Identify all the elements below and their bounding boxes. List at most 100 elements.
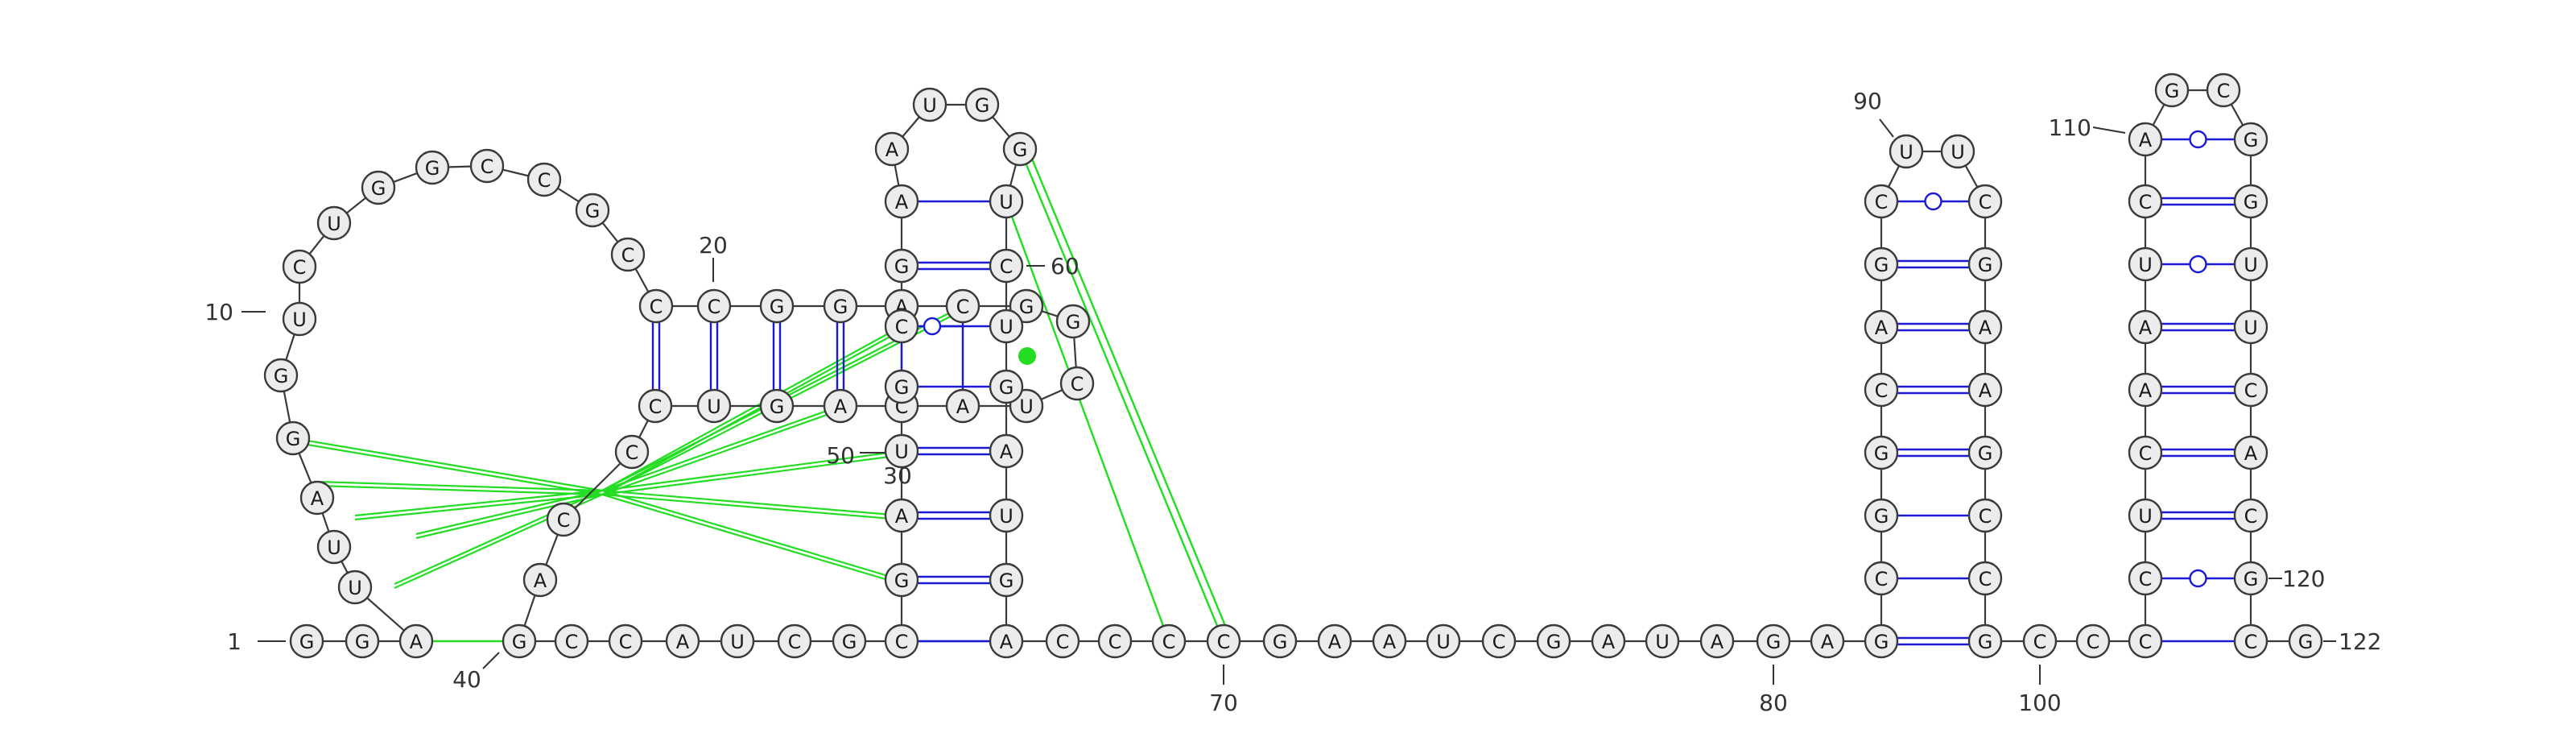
svg-text:C: C <box>1217 631 1231 653</box>
svg-text:C: C <box>895 631 909 653</box>
nucleotide: G <box>1002 131 1038 167</box>
nucleotide: A <box>398 623 434 659</box>
svg-text:G: G <box>842 631 857 653</box>
nucleotide: A <box>884 184 919 219</box>
position-label: 70 <box>1209 690 1238 716</box>
tertiary-line <box>1018 148 1225 642</box>
svg-text:A: A <box>2139 379 2153 402</box>
nucleotide: G <box>1864 435 1899 470</box>
svg-text:C: C <box>1056 631 1070 653</box>
position-label: 40 <box>452 666 481 693</box>
svg-text:G: G <box>1874 442 1889 465</box>
nucleotide: G <box>1536 623 1571 659</box>
svg-text:G: G <box>355 631 370 653</box>
tertiary-line <box>415 493 603 540</box>
position-tick <box>2092 126 2126 134</box>
tertiary-line <box>292 437 603 492</box>
nucleotide: A <box>1967 309 2003 345</box>
nucleotide: G <box>2233 122 2268 157</box>
svg-text:U: U <box>327 213 341 235</box>
nucleotide: G <box>823 288 858 324</box>
tertiary-line <box>354 489 603 517</box>
nucleotide: C <box>2022 623 2058 659</box>
nucleotide: A <box>2233 435 2268 470</box>
nucleotide: C <box>777 623 812 659</box>
svg-text:G: G <box>1874 505 1889 528</box>
svg-text:C: C <box>481 155 494 178</box>
nucleotide: A <box>823 388 858 424</box>
svg-text:G: G <box>2244 191 2259 213</box>
svg-text:U: U <box>327 536 341 559</box>
nucleotide: A <box>989 623 1024 659</box>
nucleotide: A <box>989 433 1024 469</box>
nucleotide: G <box>345 623 380 659</box>
nucleotide: U <box>316 205 352 241</box>
position-label: 90 <box>1853 88 1882 114</box>
svg-text:C: C <box>625 441 639 464</box>
nucleotide: G <box>884 248 919 284</box>
svg-text:G: G <box>1978 254 1993 276</box>
svg-text:G: G <box>999 570 1014 592</box>
nucleotide: C <box>1097 623 1133 659</box>
tertiary-line <box>601 454 902 496</box>
svg-text:G: G <box>975 94 990 117</box>
svg-text:G: G <box>833 296 848 318</box>
nucleotide: G <box>1009 288 1044 324</box>
svg-text:C: C <box>2033 631 2047 653</box>
tertiary-dot <box>1018 347 1036 365</box>
svg-text:A: A <box>895 191 909 213</box>
svg-text:C: C <box>1162 631 1176 653</box>
svg-text:C: C <box>1108 631 1122 653</box>
nucleotide: U <box>696 388 732 424</box>
svg-text:C: C <box>2244 631 2258 653</box>
position-label: 10 <box>204 299 233 325</box>
svg-text:G: G <box>1978 442 1993 465</box>
nucleotide: A <box>2128 309 2163 345</box>
nucleotide: C <box>884 309 919 344</box>
svg-text:U: U <box>2244 254 2258 276</box>
position-label: 60 <box>1051 253 1080 280</box>
svg-text:U: U <box>2138 505 2153 528</box>
svg-text:U: U <box>1019 396 1034 418</box>
nucleotide: U <box>2233 309 2268 345</box>
svg-text:U: U <box>894 441 909 463</box>
nucleotide: G <box>1864 246 1899 282</box>
nucleotide: C <box>2128 184 2163 219</box>
nucleotide: G <box>2288 623 2323 659</box>
svg-text:C: C <box>619 631 633 653</box>
svg-text:U: U <box>999 505 1013 528</box>
nucleotide: A <box>1372 623 1407 659</box>
position-label: 110 <box>2049 114 2091 141</box>
nucleotide: G <box>759 388 795 424</box>
nucleotide: U <box>912 87 947 122</box>
nucleotide: A <box>665 623 700 659</box>
svg-text:A: A <box>2139 317 2153 339</box>
svg-text:C: C <box>1071 373 1084 396</box>
nucleotide: U <box>2233 246 2268 282</box>
svg-text:U: U <box>707 396 721 418</box>
nucleotide: U <box>2128 246 2163 282</box>
position-label: 50 <box>826 442 855 469</box>
nucleotide: G <box>575 193 610 228</box>
nucleotide: A <box>1967 372 2003 408</box>
svg-text:A: A <box>676 631 690 653</box>
svg-text:C: C <box>1979 191 1992 213</box>
svg-text:U: U <box>2138 254 2153 276</box>
position-label: 1 <box>227 628 242 655</box>
nucleotide: U <box>989 184 1024 219</box>
nucleotide: U <box>720 623 755 659</box>
position-label: 120 <box>2282 565 2325 592</box>
svg-text:G: G <box>1766 631 1781 653</box>
svg-text:G: G <box>1874 254 1889 276</box>
svg-text:A: A <box>956 396 970 418</box>
tertiary-line <box>601 408 841 496</box>
nucleotide: G <box>1864 623 1899 659</box>
tertiary-line <box>601 404 841 492</box>
svg-text:C: C <box>650 296 663 318</box>
svg-text:C: C <box>1492 631 1506 653</box>
svg-text:A: A <box>1000 441 1013 463</box>
nucleotide: A <box>299 480 335 516</box>
wobble-pair-marker <box>2189 130 2207 149</box>
